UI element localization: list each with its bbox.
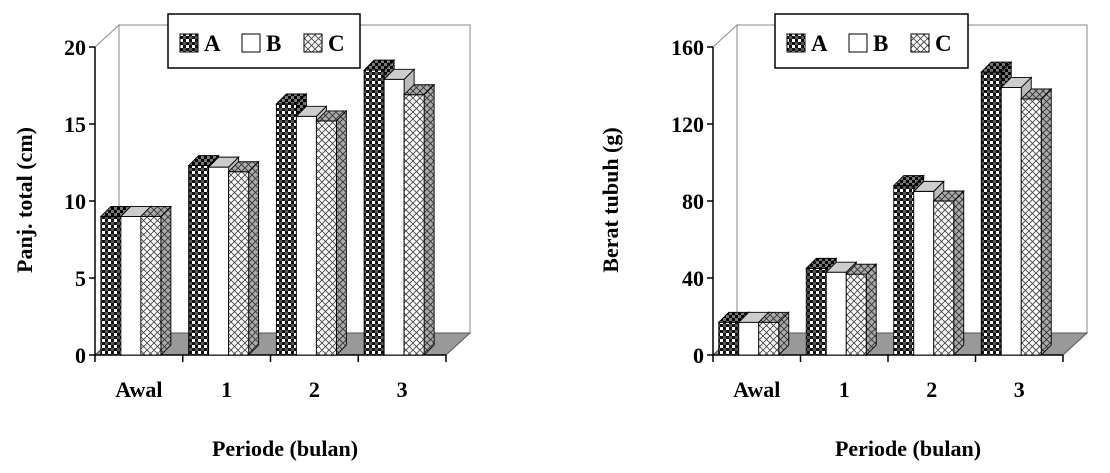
- x-axis-title: Periode (bulan): [212, 436, 358, 461]
- legend-swatch-c: [303, 33, 323, 53]
- bar-c: [403, 94, 425, 356]
- y-tick-label: 40: [682, 266, 704, 291]
- bar-side-c: [865, 263, 877, 357]
- bar-a: [275, 103, 297, 356]
- bar-side-c: [423, 83, 435, 357]
- x-tick-label: 2: [309, 377, 320, 402]
- bar-a: [718, 321, 740, 356]
- bar-side-c: [335, 109, 347, 357]
- bar-top-b: [1000, 76, 1033, 88]
- legend-box: [167, 13, 361, 69]
- bar-top-c: [932, 190, 965, 202]
- legend-box: [774, 13, 969, 69]
- bar-top-b: [912, 180, 945, 192]
- x-tick-label: 1: [839, 377, 850, 402]
- x-tick-label: 1: [221, 377, 232, 402]
- bar-top-b: [295, 105, 328, 117]
- legend-label-c: C: [935, 31, 952, 56]
- bar-c: [933, 200, 955, 356]
- bar-top-b: [207, 156, 240, 168]
- y-tick-label: 0: [693, 343, 704, 368]
- y-axis-title: Berat tubuh (g): [598, 127, 623, 272]
- bar-top-c: [139, 205, 172, 217]
- y-tick-label: 80: [682, 189, 704, 214]
- x-tick-label: Awal: [733, 377, 780, 402]
- bar-c: [845, 273, 867, 356]
- x-axis-title: Periode (bulan): [835, 436, 981, 461]
- bar-b: [208, 166, 230, 356]
- bar-top-a: [805, 257, 838, 269]
- legend-label-a: A: [204, 31, 221, 56]
- bar-c: [228, 171, 250, 356]
- x-tick-label: 3: [1014, 377, 1025, 402]
- bar-top-c: [227, 161, 260, 173]
- y-tick-label: 160: [671, 35, 704, 60]
- bar-a: [100, 215, 122, 356]
- x-tick-label: 2: [926, 377, 937, 402]
- bar-top-c: [845, 263, 878, 275]
- x-tick-label: Awal: [115, 377, 162, 402]
- bar-top-b: [383, 68, 416, 80]
- bar-a: [363, 69, 385, 356]
- y-tick-label: 20: [64, 35, 86, 60]
- bar-b: [383, 78, 405, 356]
- y-tick-label: 120: [671, 112, 704, 137]
- x-tick-label: 3: [397, 377, 408, 402]
- bar-top-b: [825, 261, 858, 273]
- chart-panjang-total: 0 5 10 15 20 Awal 1 2 3 Periode (bulan) Panj. tota…: [12, 13, 472, 461]
- bar-top-c: [315, 110, 348, 122]
- bar-b: [738, 321, 760, 356]
- bar-side-c: [248, 160, 260, 357]
- bar-c: [140, 215, 162, 356]
- bar-top-a: [980, 61, 1013, 73]
- y-axis-title: Panj. total (cm): [12, 127, 37, 273]
- bar-a: [893, 185, 915, 356]
- bar-side-c: [160, 205, 172, 357]
- bar-a: [980, 71, 1002, 356]
- legend-swatch-a: [179, 33, 199, 53]
- bar-c: [315, 120, 337, 356]
- bar-top-c: [403, 84, 436, 96]
- bar-b: [825, 271, 847, 356]
- chart-berat-tubuh: 0 40 80 120 160 Awal 1 2 3 Periode (bulan) Berat t…: [598, 13, 1089, 461]
- chart-legend: A B C: [774, 13, 969, 69]
- bar-top-a: [187, 155, 220, 167]
- bar-top-a: [363, 59, 396, 71]
- bar-a: [188, 165, 210, 356]
- bar-top-a: [892, 175, 925, 187]
- legend-label-a: A: [811, 31, 828, 56]
- bar-top-a: [275, 93, 308, 105]
- y-tick-label: 5: [75, 266, 86, 291]
- chart-side-wall: [712, 23, 738, 357]
- bar-top-c: [1020, 88, 1053, 100]
- y-tick-label: 10: [64, 189, 86, 214]
- legend-swatch-c: [910, 33, 930, 53]
- bar-side-c: [1040, 87, 1052, 357]
- bar-c: [758, 321, 780, 356]
- legend-swatch-b: [241, 33, 261, 53]
- bar-a: [805, 267, 827, 356]
- chart-legend: A B C: [167, 13, 361, 69]
- bar-side-c: [953, 189, 965, 357]
- y-tick-label: 0: [75, 343, 86, 368]
- legend-swatch-a: [786, 33, 806, 53]
- bar-b: [120, 215, 142, 356]
- legend-label-c: C: [328, 31, 345, 56]
- legend-label-b: B: [266, 31, 281, 56]
- y-tick-label: 15: [64, 112, 86, 137]
- bar-top-c: [757, 311, 790, 323]
- bar-b: [1000, 86, 1022, 356]
- bar-b: [295, 115, 317, 356]
- bar-c: [1020, 98, 1042, 356]
- legend-swatch-b: [848, 33, 868, 53]
- legend-label-b: B: [873, 31, 888, 56]
- bar-b: [913, 190, 935, 356]
